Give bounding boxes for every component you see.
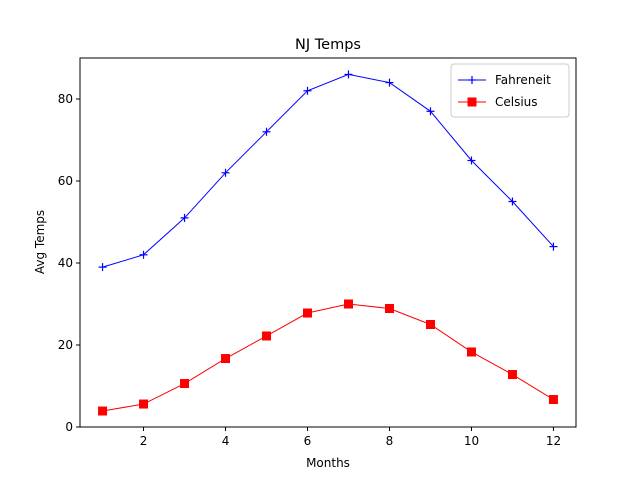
legend-box [450,63,570,118]
x-tick-label: 2 [140,434,148,448]
series-fahreneit [98,70,558,272]
fahreneit-point [385,78,394,87]
y-axis: 0 20 40 60 80 [58,92,80,434]
x-axis: 2 4 6 8 10 12 [140,427,561,448]
y-tick-label: 0 [65,420,73,434]
y-tick-label: 60 [58,174,73,188]
fahreneit-point [467,156,476,165]
celsius-point [425,320,435,329]
legend-marker [468,76,476,84]
fahreneit-point [344,70,353,79]
x-tick-label: 10 [464,434,479,448]
legend-item-celsius: Celsius [458,95,538,109]
fahreneit-point [98,263,107,272]
x-tick-label: 6 [304,434,312,448]
celsius-point [384,304,394,314]
fahreneit-point [180,213,189,222]
fahreneit-point [262,127,271,136]
fahreneit-line [102,73,554,268]
legend: Fahreneit Celsius [450,63,570,118]
celsius-point [343,299,353,309]
fahreneit-point [303,86,312,95]
celsius-point [98,406,108,416]
fahreneit-point [549,242,558,251]
celsius-point [180,379,190,389]
celsius-point [262,331,272,341]
celsius-point [303,308,313,318]
chart-title: NJ Temps [295,37,361,53]
x-tick-label: 4 [222,434,230,448]
fahreneit-point [508,197,517,206]
y-tick-label: 80 [58,92,73,106]
legend-marker [467,97,477,107]
x-axis-label: Months [306,456,350,470]
celsius-point [139,399,149,409]
x-tick-label: 8 [386,434,394,448]
celsius-line [102,303,554,412]
celsius-point [548,395,558,405]
celsius-point [221,354,231,364]
fahreneit-point [139,250,148,259]
legend-item-fahreneit: Fahreneit [458,73,551,87]
y-axis-label: Avg Temps [33,210,47,274]
legend-label: Fahreneit [495,73,551,87]
plot-area [98,70,558,416]
fahreneit-point [426,107,435,116]
celsius-point [466,347,476,357]
legend-label: Celsius [495,95,538,109]
series-celsius [98,299,558,416]
x-tick-label: 12 [546,434,561,448]
celsius-point [507,370,517,380]
plot-frame [79,57,577,428]
fahreneit-point [221,168,230,177]
y-tick-label: 20 [58,338,73,352]
y-tick-label: 40 [58,256,73,270]
